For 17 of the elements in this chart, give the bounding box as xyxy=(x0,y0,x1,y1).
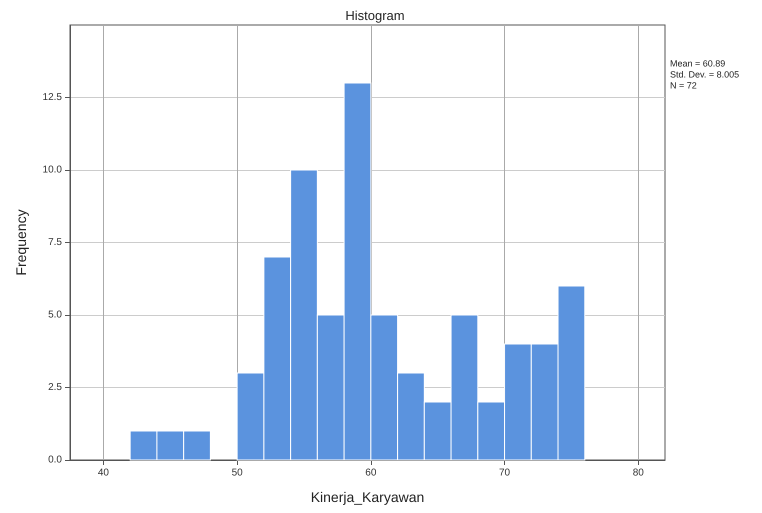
y-tick-label: 7.5 xyxy=(48,237,62,248)
x-tick-label: 40 xyxy=(98,468,110,478)
y-tick-label: 2.5 xyxy=(48,382,62,393)
text: Mean = 60.89 xyxy=(670,58,726,68)
text: N = 72 xyxy=(670,80,697,90)
x-tick-label: 80 xyxy=(632,468,644,478)
y-axis-title: Frequency xyxy=(13,209,29,276)
chart-title: Histogram xyxy=(345,8,405,23)
x-tick-label: 60 xyxy=(365,468,377,478)
y-tick-label: 0.0 xyxy=(48,454,62,466)
x-axis-title: Kinerja_Karyawan xyxy=(310,489,424,505)
y-tick-label: 10.0 xyxy=(42,164,62,176)
y-tick-label: 5.0 xyxy=(48,310,62,320)
x-tick-label: 70 xyxy=(498,468,511,478)
x-tick-label: 50 xyxy=(232,468,244,478)
text: Std. Dev. = 8.005 xyxy=(670,70,740,80)
y-tick-label: 12.5 xyxy=(42,92,62,103)
